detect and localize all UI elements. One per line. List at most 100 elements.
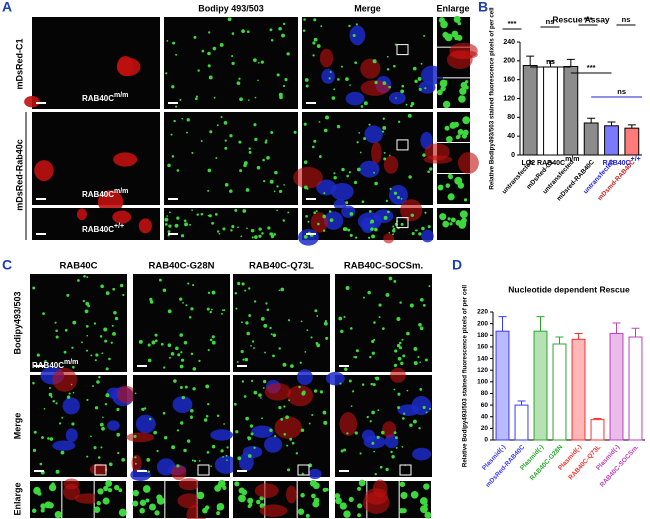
nucleus xyxy=(411,395,432,416)
lipid-droplet xyxy=(197,69,200,72)
lipid-droplet xyxy=(207,168,212,173)
lipid-droplet xyxy=(64,328,68,332)
lipid-droplet xyxy=(418,427,421,430)
lipid-droplet xyxy=(402,354,406,358)
micrograph xyxy=(32,112,160,214)
lipid-droplet xyxy=(371,410,375,415)
lipid-droplet xyxy=(207,51,211,56)
lipid-droplet xyxy=(180,234,185,238)
lipid-droplet xyxy=(440,85,446,92)
lipid-droplet xyxy=(102,416,104,419)
lipid-droplet xyxy=(202,507,208,514)
lipid-droplet xyxy=(219,43,224,47)
micrograph xyxy=(196,479,229,518)
lipid-droplet xyxy=(348,24,351,28)
y-tick-label: 100 xyxy=(477,379,488,386)
lipid-droplet xyxy=(266,308,270,312)
nucleus xyxy=(135,414,156,434)
lipid-droplet xyxy=(374,227,378,232)
lipid-droplet xyxy=(86,455,89,458)
lipid-droplet xyxy=(99,335,103,338)
lipid-droplet xyxy=(187,282,190,285)
lipid-droplet xyxy=(274,435,277,438)
cell-red xyxy=(383,155,399,174)
lipid-droplet xyxy=(403,412,406,415)
y-tick-label: 120 xyxy=(477,367,488,374)
lipid-droplet xyxy=(257,79,259,82)
lipid-droplet xyxy=(175,53,178,56)
nucleus xyxy=(62,397,80,415)
lipid-droplet xyxy=(203,418,208,422)
nucleus xyxy=(388,91,406,105)
lipid-droplet xyxy=(312,41,316,45)
lipid-droplet xyxy=(382,81,387,86)
lipid-droplet xyxy=(348,171,351,174)
nucleus xyxy=(412,447,432,461)
lipid-droplet xyxy=(264,351,266,354)
lipid-droplet xyxy=(307,220,310,223)
lipid-droplet xyxy=(418,322,422,327)
micrograph xyxy=(302,17,444,109)
lipid-droplet xyxy=(396,317,401,321)
lipid-droplet xyxy=(107,487,113,493)
lipid-droplet xyxy=(423,483,430,490)
lipid-droplet xyxy=(242,358,245,361)
lipid-droplet xyxy=(361,383,365,386)
lipid-droplet xyxy=(216,414,220,418)
lipid-droplet xyxy=(148,417,152,421)
lipid-droplet xyxy=(206,307,210,311)
lipid-droplet xyxy=(142,485,151,493)
lipid-droplet xyxy=(374,80,378,85)
lipid-droplet xyxy=(72,391,75,394)
lipid-droplet xyxy=(315,210,318,213)
lipid-droplet xyxy=(216,124,219,127)
lipid-droplet xyxy=(171,155,175,158)
bar xyxy=(514,404,529,441)
y-tick-label: 0 xyxy=(484,437,488,444)
image-label-sup: m/m xyxy=(114,92,128,99)
cell-red xyxy=(116,57,141,77)
lipid-droplet xyxy=(238,494,246,503)
lipid-droplet xyxy=(377,409,380,412)
lipid-droplet xyxy=(190,408,194,413)
lipid-droplet xyxy=(451,30,459,38)
lipid-droplet xyxy=(269,179,274,184)
lipid-droplet xyxy=(246,331,250,336)
lipid-droplet xyxy=(55,335,59,339)
lipid-droplet xyxy=(58,422,62,425)
lipid-droplet xyxy=(394,349,398,353)
lipid-droplet xyxy=(165,72,168,75)
lipid-droplet xyxy=(354,431,358,435)
y-tick-label: 20 xyxy=(481,425,489,432)
lipid-droplet xyxy=(343,448,347,452)
lipid-droplet xyxy=(147,470,150,473)
row-label: Bodipy493/503 xyxy=(12,291,22,354)
lipid-droplet xyxy=(345,77,349,81)
lipid-droplet xyxy=(386,55,389,58)
lipid-droplet xyxy=(280,287,285,292)
y-tick-label: 220 xyxy=(477,309,488,316)
lipid-droplet xyxy=(184,385,188,389)
zoom-box xyxy=(396,217,409,229)
lipid-droplet xyxy=(181,117,184,120)
lipid-droplet xyxy=(353,180,358,185)
lipid-droplet xyxy=(101,352,104,355)
lipid-droplet xyxy=(398,346,403,350)
lipid-droplet xyxy=(278,189,283,194)
nucleus xyxy=(330,183,354,201)
error-bar xyxy=(526,55,535,66)
lipid-droplet xyxy=(300,320,303,323)
lipid-droplet xyxy=(86,349,89,352)
lipid-droplet xyxy=(90,354,93,357)
lipid-droplet xyxy=(238,140,242,144)
lipid-droplet xyxy=(419,497,428,505)
lipid-droplet xyxy=(209,130,213,134)
lipid-droplet xyxy=(224,183,229,187)
lipid-droplet xyxy=(284,78,288,82)
lipid-droplet xyxy=(82,299,85,303)
lipid-droplet xyxy=(218,232,221,235)
lipid-droplet xyxy=(263,323,268,328)
lipid-droplet xyxy=(179,297,183,301)
lipid-droplet xyxy=(248,150,252,154)
panel-label: C xyxy=(2,257,12,273)
